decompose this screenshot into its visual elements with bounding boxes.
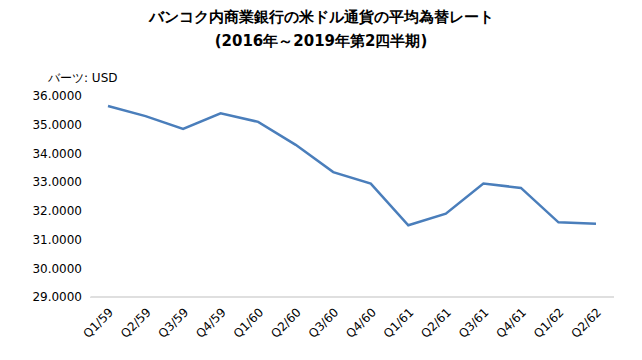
html-text:(2016年～2019年第2四半期): (2016年～2019年第2四半期) (214, 32, 428, 50)
html-text:バンコク内商業銀行の米ドル通貨の平均為替レート: バンコク内商業銀行の米ドル通貨の平均為替レート (148, 8, 494, 26)
svg-text:Q1/60: Q1/60 (231, 305, 267, 341)
svg-text:Q2/59: Q2/59 (118, 305, 154, 341)
svg-text:30.0000: 30.0000 (32, 262, 82, 276)
svg-text:34.0000: 34.0000 (32, 147, 82, 161)
svg-text:Q3/59: Q3/59 (156, 305, 192, 341)
svg-text:29.0000: 29.0000 (32, 290, 82, 304)
svg-text:31.0000: 31.0000 (32, 233, 82, 247)
svg-text:Q1/61: Q1/61 (381, 305, 417, 341)
svg-text:Q2/60: Q2/60 (268, 305, 304, 341)
svg-text:Q2/61: Q2/61 (418, 305, 454, 341)
html-text:バーツ: USD: バーツ: USD (48, 71, 118, 85)
svg-text:36.0000: 36.0000 (32, 89, 82, 103)
svg-text:Q4/60: Q4/60 (343, 305, 379, 341)
svg-text:Q1/59: Q1/59 (81, 305, 117, 341)
svg-text:Q3/60: Q3/60 (306, 305, 342, 341)
svg-text:35.0000: 35.0000 (32, 118, 82, 132)
svg-text:Q2/62: Q2/62 (569, 305, 605, 341)
svg-text:32.0000: 32.0000 (32, 204, 82, 218)
svg-text:Q4/61: Q4/61 (493, 305, 529, 341)
svg-text:Q3/61: Q3/61 (456, 305, 492, 341)
svg-text:Q1/62: Q1/62 (531, 305, 567, 341)
svg-text:33.0000: 33.0000 (32, 175, 82, 189)
svg-text:Q4/59: Q4/59 (193, 305, 229, 341)
